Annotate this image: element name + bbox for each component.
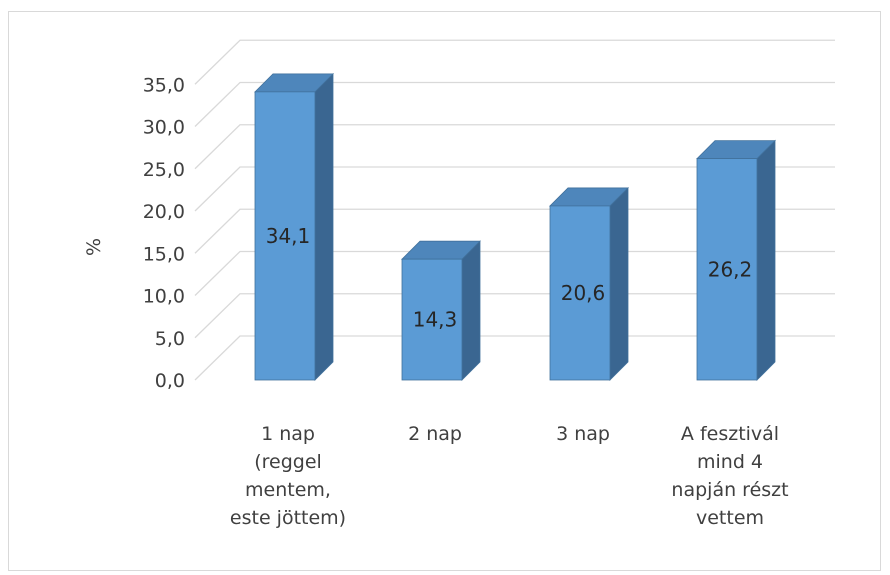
gridline — [194, 124, 835, 170]
data-label: 14,3 — [413, 308, 458, 332]
y-tick-label: 0,0 — [155, 370, 185, 392]
y-tick-label: 10,0 — [143, 286, 185, 308]
bar-front — [549, 205, 611, 381]
bar-side — [609, 186, 629, 381]
bar — [401, 240, 481, 381]
x-tick-label-line: 2 nap — [408, 423, 462, 445]
gridline — [194, 39, 835, 85]
bar-front — [696, 158, 758, 381]
x-tick-label: A fesztivál mind 4 napján részt vettem — [671, 423, 788, 529]
y-tick-label: 5,0 — [155, 328, 185, 350]
labels: % 0,0 5,0 10,0 15,0 20,0 25,0 30,0 35,0 34,1 1 na… — [83, 74, 789, 529]
x-tick-label-line: vettem — [696, 507, 764, 529]
x-tick-label-line: mind 4 — [697, 451, 763, 473]
y-tick-label: 35,0 — [143, 74, 185, 96]
y-tick-label: 30,0 — [143, 117, 185, 139]
bar — [549, 186, 629, 381]
bar-front — [254, 91, 316, 381]
x-tick-label-line: A fesztivál — [681, 423, 779, 445]
x-tick-label-line: napján részt — [671, 479, 788, 501]
gridlines — [194, 39, 835, 381]
gridline — [194, 81, 835, 127]
x-tick-label-line: 1 nap — [261, 423, 315, 445]
x-tick-label: 2 nap — [408, 423, 462, 445]
bar — [254, 72, 334, 381]
y-tick-label: 25,0 — [143, 159, 185, 181]
x-tick-label: 3 nap — [556, 423, 610, 445]
x-tick-label: 1 nap (reggel mentem, este jöttem) — [230, 423, 346, 529]
x-tick-label-line: (reggel — [254, 451, 322, 473]
bar-side — [461, 240, 481, 381]
gridline — [194, 335, 835, 381]
gridline — [194, 293, 835, 339]
bar — [696, 139, 776, 381]
gridline — [194, 250, 835, 296]
bars — [254, 72, 776, 381]
bar-side — [314, 72, 334, 381]
bar-front — [401, 258, 463, 381]
x-tick-label-line: mentem, — [245, 479, 331, 501]
data-label: 34,1 — [266, 224, 311, 248]
data-label: 26,2 — [708, 257, 753, 281]
y-tick-label: 15,0 — [143, 243, 185, 265]
gridline — [194, 208, 835, 254]
bar-side — [756, 139, 776, 381]
y-tick-label: 20,0 — [143, 201, 185, 223]
x-tick-label-line: este jöttem) — [230, 507, 346, 529]
data-label: 20,6 — [561, 281, 606, 305]
x-tick-label-line: 3 nap — [556, 423, 610, 445]
y-axis-label: % — [83, 238, 105, 256]
gridline — [194, 166, 835, 212]
